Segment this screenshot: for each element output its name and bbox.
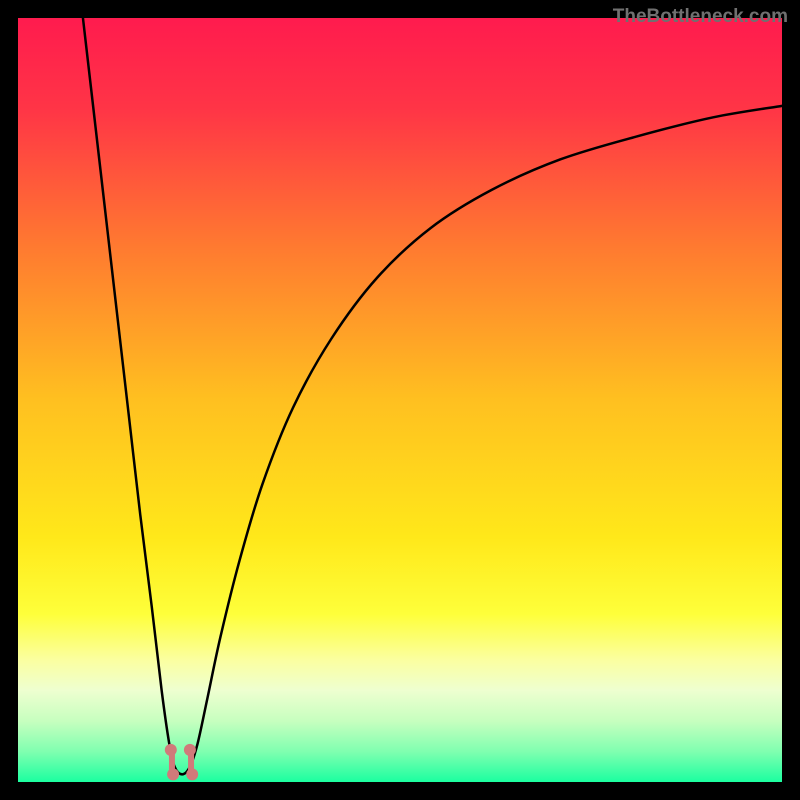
marker-dot [186,768,198,780]
gradient-background [18,18,782,782]
chart-container: TheBottleneck.com [0,0,800,800]
watermark: TheBottleneck.com [613,6,788,28]
bottleneck-curve-chart [0,0,800,800]
marker-dot [167,768,179,780]
marker-dot [165,744,177,756]
marker-dot [184,744,196,756]
